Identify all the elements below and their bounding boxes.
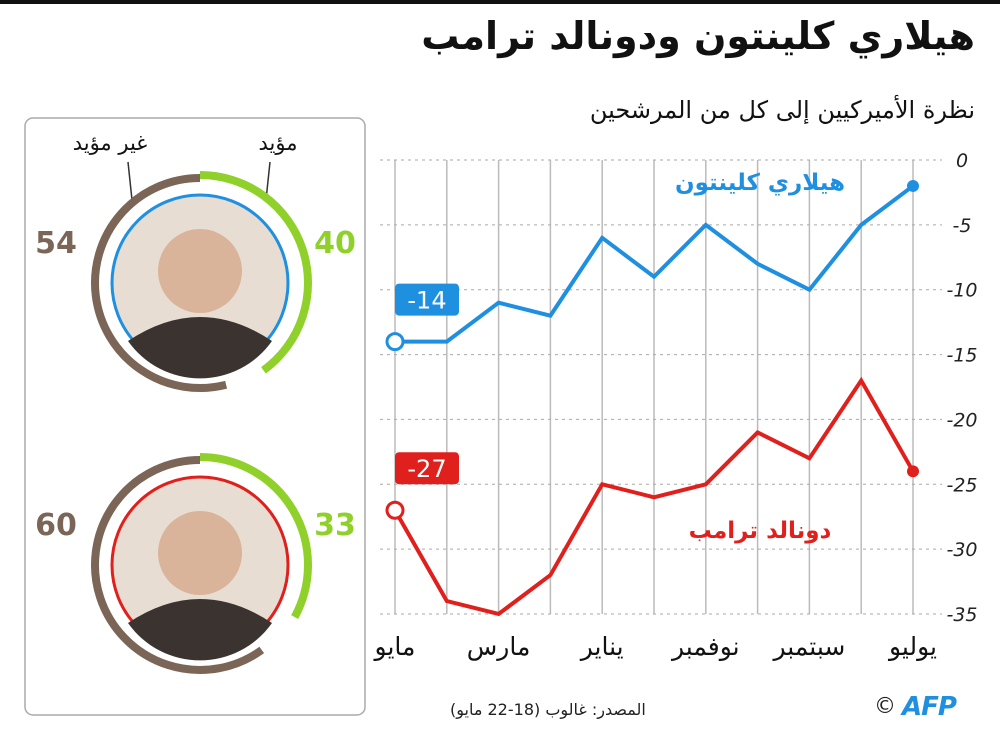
x-tick-label: مارس: [467, 632, 531, 661]
label-pointer: [127, 161, 133, 201]
value-label: -14: [407, 287, 446, 315]
series-label: هيلاري كلينتون: [675, 170, 845, 196]
last-point: [385, 500, 405, 520]
x-tick-label: نوفمبر: [670, 632, 740, 661]
x-tick-label: يوليو: [887, 632, 937, 661]
series-line: [393, 376, 915, 617]
photo-head: [158, 229, 242, 313]
credit: ©: [874, 694, 896, 719]
y-tick-label: -5: [953, 215, 972, 237]
disapprove-arc: [91, 174, 228, 392]
x-tick-label: مايو: [373, 632, 416, 661]
last-point: [385, 332, 405, 352]
gauge-label: غير مؤيد: [73, 131, 148, 155]
top-bar: [0, 0, 1000, 4]
value-label-box: [395, 283, 459, 316]
y-tick-label: -25: [946, 474, 977, 496]
logo: AFP: [902, 692, 957, 722]
approve-arc: [199, 171, 312, 374]
source: المصدر: غالوب (18-22 مايو): [450, 700, 646, 719]
first-point: [907, 179, 919, 192]
y-tick-label: -10: [946, 280, 977, 302]
series-line: [395, 184, 915, 344]
y-tick-label: -35: [946, 604, 977, 626]
series-label: دونالد ترامب: [689, 518, 832, 544]
gauge-label: مؤيد: [259, 131, 298, 155]
value-label: -27: [407, 455, 446, 483]
gauge-panel: [24, 117, 366, 716]
subtitle: نظرة الأميركيين إلى كل من المرشحين: [589, 96, 975, 124]
approve-value: 40: [314, 226, 356, 261]
value-label-box: [395, 452, 459, 485]
y-tick-label: 0: [956, 150, 968, 172]
disapprove-value: 54: [35, 226, 77, 261]
title: هيلاري كلينتون ودونالد ترامب: [421, 14, 975, 58]
photo-body: [128, 317, 272, 379]
y-tick-label: -15: [946, 345, 977, 367]
photo-body: [128, 599, 272, 661]
x-tick-label: يناير: [579, 632, 624, 661]
x-tick-label: سبتمبر: [771, 632, 845, 661]
y-tick-label: -20: [946, 409, 977, 431]
photo-head: [158, 511, 242, 595]
disapprove-arc: [91, 456, 265, 674]
y-tick-label: -30: [946, 539, 977, 561]
approve-value: 33: [314, 508, 356, 543]
disapprove-value: 60: [35, 508, 77, 543]
first-point: [907, 465, 919, 478]
approve-arc: [199, 453, 312, 619]
